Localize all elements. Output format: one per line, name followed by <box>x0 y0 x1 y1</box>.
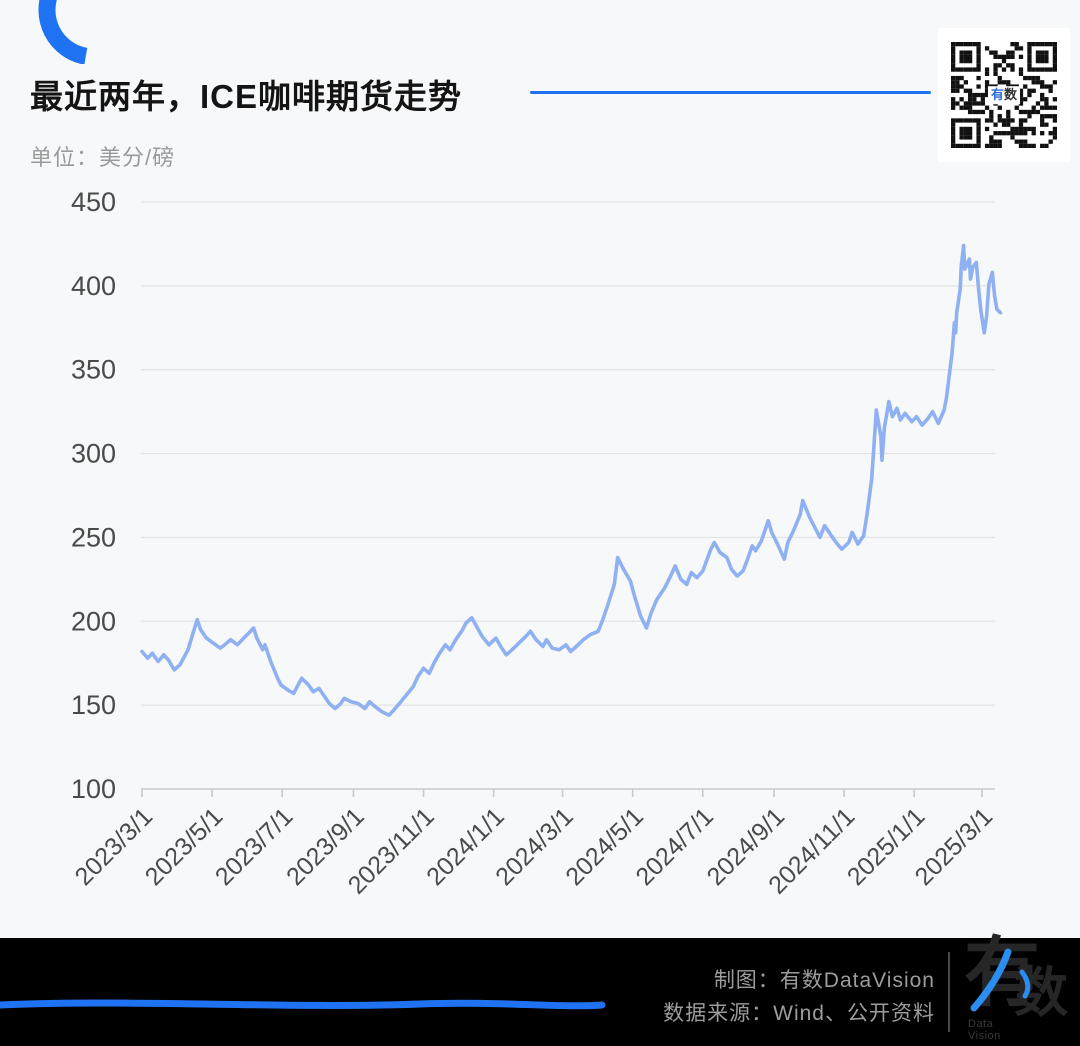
qr-code <box>951 42 1057 148</box>
y-axis-label: 250 <box>71 522 116 552</box>
x-axis-label: 2023/7/1 <box>210 802 299 891</box>
y-axis-label: 100 <box>71 774 116 804</box>
footer-logo-subtext: Data Vision <box>968 1018 1001 1042</box>
brand-arc-logo <box>38 0 88 64</box>
title-accent-line <box>530 91 931 94</box>
qr-center-char-2: 数 <box>1004 87 1018 103</box>
footer-logo: 有 数 Data Vision <box>962 936 1070 1043</box>
y-axis-label: 400 <box>71 271 116 301</box>
credits: 制图：有数DataVision 数据来源：Wind、公开资料 <box>663 964 935 1030</box>
credit-line: 制图：有数DataVision <box>713 969 935 992</box>
qr-code-box: 有数 <box>938 28 1070 162</box>
y-axis-label: 300 <box>71 439 116 469</box>
y-gridlines <box>141 201 995 790</box>
unit-label: 单位：美分/磅 <box>30 145 176 170</box>
footer: 制图：有数DataVision 数据来源：Wind、公开资料 有 数 Data … <box>0 936 1080 1046</box>
x-axis-label: 2024/7/1 <box>630 802 719 891</box>
y-axis-label: 350 <box>71 355 116 385</box>
line-chart: 100 150 200 250 300 350 400 450 2023/3/12023/5/1… <box>70 187 1003 900</box>
footer-brush-stroke <box>0 999 606 1010</box>
y-axis-label: 150 <box>71 690 116 720</box>
y-axis-label: 450 <box>71 187 116 217</box>
footer-divider <box>948 952 950 1032</box>
x-axis-ticks <box>141 789 983 797</box>
y-axis-labels: 100 150 200 250 300 350 400 450 <box>71 187 116 804</box>
price-line <box>140 243 1003 717</box>
x-axis-labels: 2023/3/12023/5/12023/7/12023/9/12023/11/… <box>70 802 999 899</box>
footer-logo-blue-strokes <box>970 948 1031 1012</box>
y-axis-label: 200 <box>71 606 116 636</box>
qr-center-label: 有数 <box>987 86 1021 104</box>
source-line: 数据来源：Wind、公开资料 <box>663 1002 935 1025</box>
page-title: 最近两年，ICE咖啡期货走势 <box>30 78 463 115</box>
qr-center-char-1: 有 <box>990 87 1004 103</box>
